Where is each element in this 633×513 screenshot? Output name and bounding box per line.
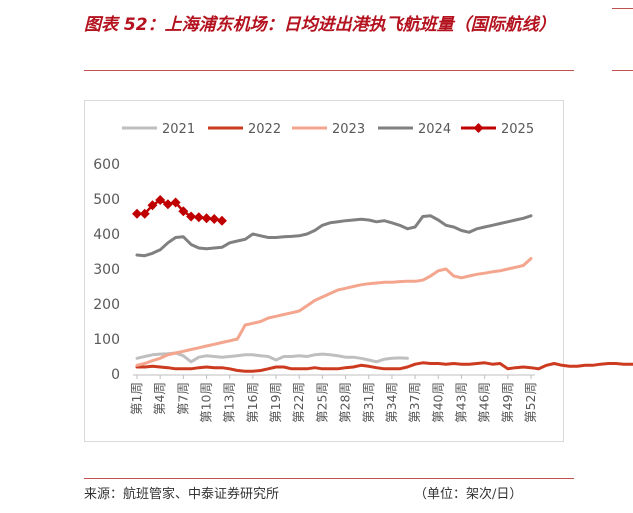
legend-label: 2023 xyxy=(332,122,365,137)
series-2025 xyxy=(132,195,227,226)
plot-area xyxy=(132,195,633,373)
data-point xyxy=(201,213,212,224)
title-rule xyxy=(84,70,574,71)
data-point xyxy=(178,206,189,217)
y-tick-label: 100 xyxy=(93,332,120,348)
x-tick-label: 第4周 xyxy=(152,382,167,415)
series-line xyxy=(135,361,633,373)
x-tick-label: 第13周 xyxy=(222,382,237,423)
x-tick-label: 第31周 xyxy=(361,382,376,423)
series-line xyxy=(135,214,533,258)
x-axis: 第1周 第4周 第7周 第10周 第13周 第16周 第19周 第22周 第25周 第28周 第31… xyxy=(129,374,538,423)
edge-rule-mid xyxy=(612,70,633,71)
chart-frame xyxy=(84,100,564,442)
x-tick-label: 第22周 xyxy=(291,382,306,423)
data-point xyxy=(162,199,173,210)
figure-title: 图表 52：上海浦东机场：日均进出港执飞航班量（国际航线） xyxy=(84,15,556,35)
x-tick-label: 第34周 xyxy=(384,382,399,423)
legend-item-2022: 2022 xyxy=(208,122,281,137)
source-note: 来源：航班管家、中泰证券研究所 xyxy=(84,487,280,502)
series-2023 xyxy=(135,257,533,367)
x-tick-label: 第10周 xyxy=(199,382,214,423)
legend-label: 2021 xyxy=(162,122,195,137)
series-2024 xyxy=(135,214,533,258)
legend-label: 2024 xyxy=(418,122,451,137)
x-tick-label: 第52周 xyxy=(523,382,538,423)
data-point xyxy=(155,195,166,206)
legend-item-2025: 2025 xyxy=(461,122,534,137)
x-tick-label: 第28周 xyxy=(338,382,353,423)
chart-legend: 2021 2022 2023 2024 2025 xyxy=(122,122,534,137)
x-tick-label: 第7周 xyxy=(175,382,190,415)
data-point xyxy=(193,212,204,223)
data-point xyxy=(132,208,142,219)
y-tick-label: 300 xyxy=(93,262,120,278)
series-2021 xyxy=(135,351,409,364)
legend-item-2021: 2021 xyxy=(122,122,195,137)
data-point xyxy=(147,200,158,211)
legend-item-2023: 2023 xyxy=(292,122,365,137)
legend-item-2024: 2024 xyxy=(378,122,451,137)
legend-label: 2022 xyxy=(248,122,281,137)
data-point xyxy=(209,213,220,224)
data-point xyxy=(139,208,150,219)
legend-label: 2025 xyxy=(501,122,534,137)
series-line xyxy=(135,257,533,367)
y-tick-label: 600 xyxy=(93,157,120,173)
x-tick-label: 第19周 xyxy=(268,382,283,423)
series-2022 xyxy=(135,361,633,373)
y-axis: 0 100 200 300 400 500 600 xyxy=(93,157,120,383)
footer-rule xyxy=(84,478,574,479)
legend-marker xyxy=(473,123,484,133)
unit-note: （单位：架次/日） xyxy=(414,487,523,502)
x-tick-label: 第49周 xyxy=(500,382,515,423)
x-tick-label: 第25周 xyxy=(314,382,329,423)
y-tick-label: 0 xyxy=(111,367,120,383)
series-line xyxy=(135,351,409,364)
x-tick-label: 第43周 xyxy=(453,382,468,423)
y-tick-label: 400 xyxy=(93,227,120,243)
x-tick-label: 第16周 xyxy=(245,382,260,423)
data-point xyxy=(186,211,197,222)
x-tick-label: 第46周 xyxy=(477,382,492,423)
edge-rule-top xyxy=(612,8,633,9)
y-tick-label: 200 xyxy=(93,297,120,313)
y-tick-label: 500 xyxy=(93,192,120,208)
data-point xyxy=(170,197,181,208)
x-tick-label: 第37周 xyxy=(407,382,422,423)
x-tick-label: 第40周 xyxy=(430,382,445,423)
data-point xyxy=(216,215,227,226)
x-tick-label: 第1周 xyxy=(129,382,144,415)
